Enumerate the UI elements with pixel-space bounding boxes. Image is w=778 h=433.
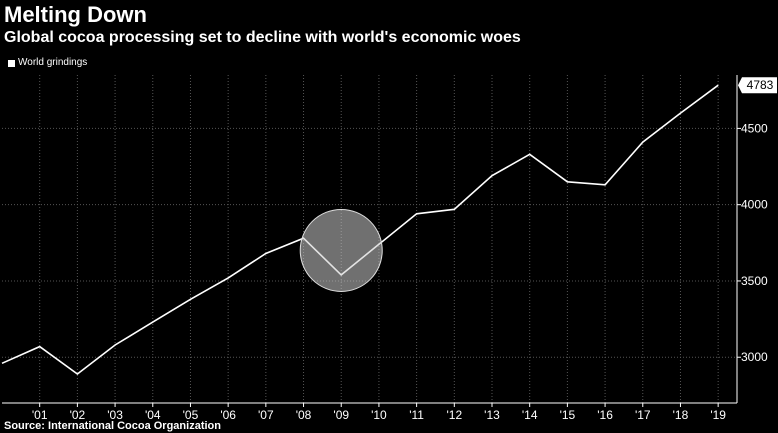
x-tick-label: '10 [371, 408, 387, 422]
legend-swatch [8, 59, 15, 67]
y-tick-label: 3000 [741, 350, 768, 364]
x-tick-label: '05 [183, 408, 199, 422]
x-tick-label: '17 [635, 408, 651, 422]
x-tick-label: '16 [597, 408, 613, 422]
x-tick-label: '13 [484, 408, 500, 422]
legend-label: World grindings [18, 57, 88, 68]
x-tick-label: '11 [409, 408, 424, 422]
x-tick-label: '08 [296, 408, 312, 422]
x-tick-label: '14 [522, 408, 538, 422]
x-tick-label: '09 [333, 408, 349, 422]
x-tick-label: '12 [446, 408, 462, 422]
y-tick-label: 3500 [741, 274, 768, 288]
last-value-text: 4783 [747, 78, 774, 92]
last-value-label: 4783 [738, 77, 777, 94]
x-tick-label: '07 [258, 408, 274, 422]
axis-layer [2, 75, 741, 407]
y-tick-label: 4000 [741, 198, 768, 212]
label-layer: '01 '02 '03 '04 '05 '06 '07 '08 '09 '10 '11 '12 '13 '… [32, 77, 777, 422]
legend: World grindings [8, 57, 87, 69]
series-layer [1, 84, 719, 375]
source-note: Source: International Cocoa Organization [4, 420, 221, 432]
y-tick-label: 4500 [741, 121, 768, 135]
x-tick-label: '18 [673, 408, 689, 422]
last-value-box [738, 77, 777, 94]
chart-title: Melting Down [4, 2, 147, 27]
grid-layer [2, 75, 737, 403]
x-tick-label: '02 [70, 408, 86, 422]
x-tick-label: '01 [32, 408, 48, 422]
x-tick-label: '15 [560, 408, 576, 422]
x-tick-label: '06 [220, 408, 236, 422]
x-tick-label: '03 [107, 408, 123, 422]
highlight-circle [299, 208, 383, 292]
x-tick-label: '04 [145, 408, 161, 422]
x-tick-label: '19 [710, 408, 726, 422]
chart-subtitle: Global cocoa processing set to decline w… [4, 29, 521, 46]
